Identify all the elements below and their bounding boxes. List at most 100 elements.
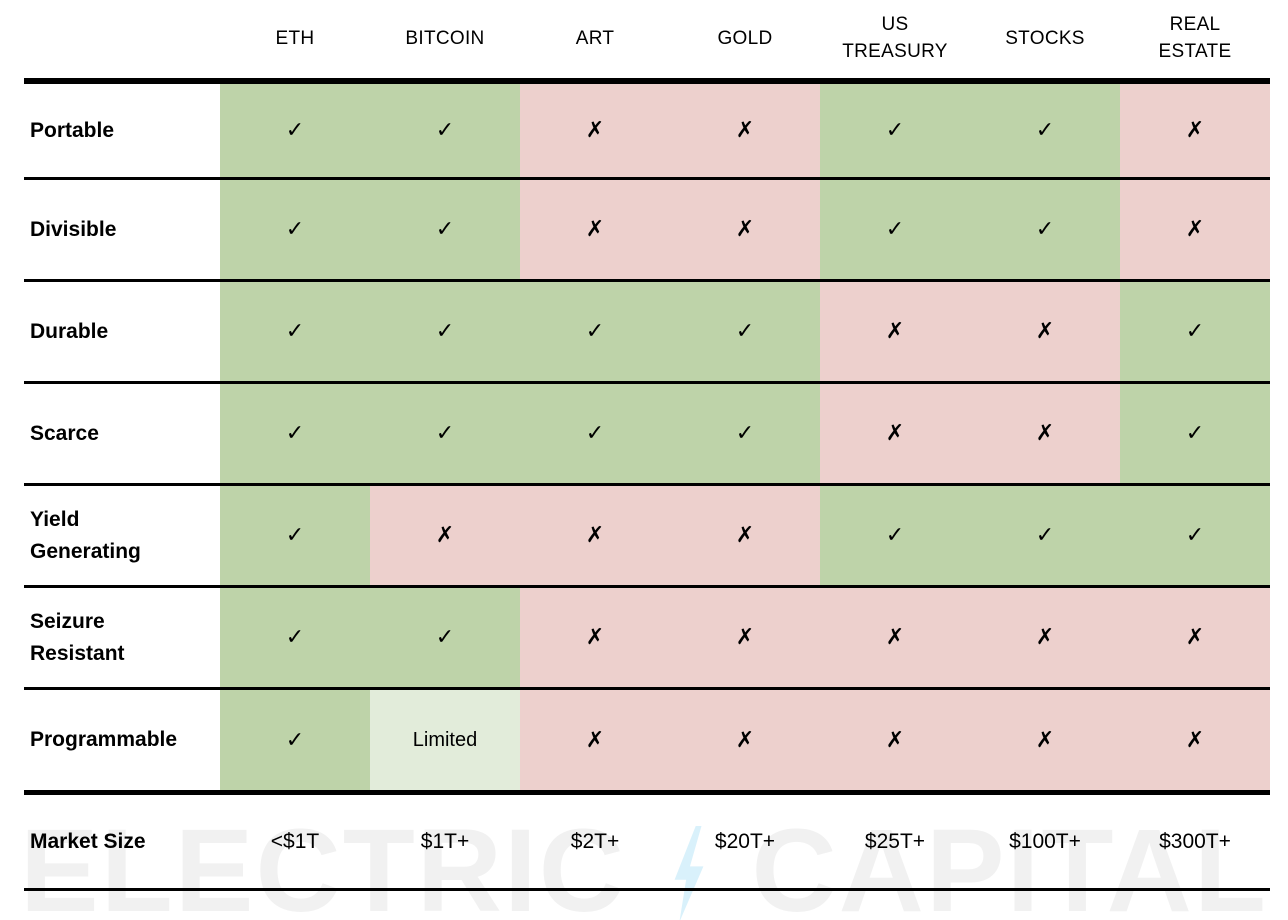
- cell-durable-art: ✓: [520, 282, 670, 381]
- cell-yield-generating-art: ✗: [520, 486, 670, 585]
- cell-scarce-bitcoin: ✓: [370, 384, 520, 483]
- market-size-value-real-estate: $300T+: [1159, 829, 1231, 853]
- header-row: ETH BITCOIN ART GOLD US TREASURY STOCKS REAL E…: [24, 0, 1270, 84]
- cell-durable-eth: ✓: [220, 282, 370, 381]
- electric-capital-watermark: ELECTRIC CAPITAL: [20, 812, 1268, 920]
- limited-label: Limited: [412, 728, 478, 751]
- check-icon: ✓: [885, 118, 905, 143]
- table-row-programmable: Programmable ✓ Limited ✗ ✗ ✗ ✗ ✗: [24, 690, 1270, 795]
- cell-scarce-art: ✓: [520, 384, 670, 483]
- column-header-real-estate: REAL ESTATE: [1158, 14, 1232, 62]
- check-icon: ✓: [1185, 523, 1205, 548]
- cell-durable-bitcoin: ✓: [370, 282, 520, 381]
- market-size-value-us-treasury: $25T+: [864, 829, 926, 853]
- row-label-scarce: Scarce: [30, 421, 99, 445]
- lightning-bolt-icon: [674, 826, 704, 920]
- cell-durable-gold: ✓: [670, 282, 820, 381]
- cross-icon: ✗: [1185, 727, 1205, 753]
- cross-icon: ✗: [435, 523, 455, 548]
- row-label-market-size: Market Size: [30, 829, 146, 853]
- check-icon: ✓: [585, 421, 605, 446]
- watermark-word-electric: ELECTRIC: [20, 805, 626, 920]
- cross-icon: ✗: [1035, 625, 1055, 650]
- cross-icon: ✗: [1185, 118, 1205, 143]
- cell-divisible-us-treasury: ✓: [820, 180, 970, 279]
- cell-seizure-resistant-stocks: ✗: [970, 588, 1120, 687]
- check-icon: ✓: [435, 217, 455, 242]
- check-icon: ✓: [585, 319, 605, 344]
- cell-portable-gold: ✗: [670, 84, 820, 177]
- cross-icon: ✗: [585, 217, 605, 242]
- cell-programmable-real-estate: ✗: [1120, 690, 1270, 790]
- cell-seizure-resistant-gold: ✗: [670, 588, 820, 687]
- cell-programmable-gold: ✗: [670, 690, 820, 790]
- cross-icon: ✗: [585, 727, 605, 753]
- cell-yield-generating-real-estate: ✓: [1120, 486, 1270, 585]
- cross-icon: ✗: [1035, 727, 1055, 753]
- row-label-divisible: Divisible: [30, 217, 117, 241]
- check-icon: ✓: [285, 625, 305, 650]
- cross-icon: ✗: [1185, 217, 1205, 242]
- watermark-word-capital: CAPITAL: [751, 805, 1268, 920]
- table-row-portable: Portable ✓ ✓ ✗ ✗ ✓ ✓ ✗: [24, 84, 1270, 180]
- cross-icon: ✗: [735, 625, 755, 650]
- cell-scarce-stocks: ✗: [970, 384, 1120, 483]
- cell-divisible-gold: ✗: [670, 180, 820, 279]
- table-row-scarce: Scarce ✓ ✓ ✓ ✓ ✗ ✗ ✓: [24, 384, 1270, 486]
- cell-programmable-bitcoin: Limited: [370, 690, 520, 790]
- cross-icon: ✗: [885, 727, 905, 753]
- table-row-seizure-resistant: Seizure Resistant ✓ ✓ ✗ ✗ ✗ ✗ ✗: [24, 588, 1270, 690]
- check-icon: ✓: [1185, 319, 1205, 344]
- cross-icon: ✗: [1035, 319, 1055, 344]
- check-icon: ✓: [285, 421, 305, 446]
- market-size-value-art: $2T+: [570, 829, 620, 853]
- cell-portable-eth: ✓: [220, 84, 370, 177]
- cell-scarce-gold: ✓: [670, 384, 820, 483]
- check-icon: ✓: [885, 217, 905, 242]
- cross-icon: ✗: [885, 625, 905, 650]
- cell-programmable-eth: ✓: [220, 690, 370, 790]
- check-icon: ✓: [285, 727, 305, 753]
- check-icon: ✓: [1035, 523, 1055, 548]
- cell-yield-generating-gold: ✗: [670, 486, 820, 585]
- cell-yield-generating-bitcoin: ✗: [370, 486, 520, 585]
- cell-portable-stocks: ✓: [970, 84, 1120, 177]
- check-icon: ✓: [435, 319, 455, 344]
- row-label-yield-generating: Yield Generating: [30, 508, 141, 563]
- cross-icon: ✗: [1185, 625, 1205, 650]
- column-header-eth: ETH: [275, 27, 315, 49]
- column-header-art: ART: [575, 27, 615, 49]
- cell-divisible-eth: ✓: [220, 180, 370, 279]
- cell-scarce-real-estate: ✓: [1120, 384, 1270, 483]
- market-size-value-gold: $20T+: [714, 829, 776, 853]
- cell-scarce-eth: ✓: [220, 384, 370, 483]
- cross-icon: ✗: [735, 523, 755, 548]
- table-row-durable: Durable ✓ ✓ ✓ ✓ ✗ ✗ ✓: [24, 282, 1270, 384]
- table-row-yield-generating: Yield Generating ✓ ✗ ✗ ✗ ✓ ✓ ✓: [24, 486, 1270, 588]
- cell-durable-stocks: ✗: [970, 282, 1120, 381]
- market-size-value-eth: <$1T: [270, 829, 320, 853]
- column-header-us-treasury: US TREASURY: [842, 14, 948, 62]
- row-label-durable: Durable: [30, 319, 109, 343]
- check-icon: ✓: [435, 421, 455, 446]
- table-row-divisible: Divisible ✓ ✓ ✗ ✗ ✓ ✓ ✗: [24, 180, 1270, 282]
- check-icon: ✓: [285, 523, 305, 548]
- cell-durable-real-estate: ✓: [1120, 282, 1270, 381]
- cross-icon: ✗: [585, 118, 605, 143]
- check-icon: ✓: [885, 523, 905, 548]
- comparison-table: ETH BITCOIN ART GOLD US TREASURY STOCKS REAL E…: [24, 0, 1270, 891]
- table-body: Portable ✓ ✓ ✗ ✗ ✓ ✓ ✗ Divisible ✓ ✓ ✗ ✗ ✓ ✓ ✗ Durable ✓ ✓…: [24, 84, 1270, 891]
- row-label-programmable: Programmable: [30, 728, 178, 752]
- cell-programmable-art: ✗: [520, 690, 670, 790]
- column-header-gold: GOLD: [717, 27, 773, 49]
- check-icon: ✓: [1185, 421, 1205, 446]
- cell-seizure-resistant-art: ✗: [520, 588, 670, 687]
- cell-durable-us-treasury: ✗: [820, 282, 970, 381]
- cell-seizure-resistant-real-estate: ✗: [1120, 588, 1270, 687]
- cross-icon: ✗: [735, 118, 755, 143]
- cell-programmable-us-treasury: ✗: [820, 690, 970, 790]
- cell-scarce-us-treasury: ✗: [820, 384, 970, 483]
- row-label-seizure-resistant: Seizure Resistant: [30, 610, 125, 665]
- cell-yield-generating-stocks: ✓: [970, 486, 1120, 585]
